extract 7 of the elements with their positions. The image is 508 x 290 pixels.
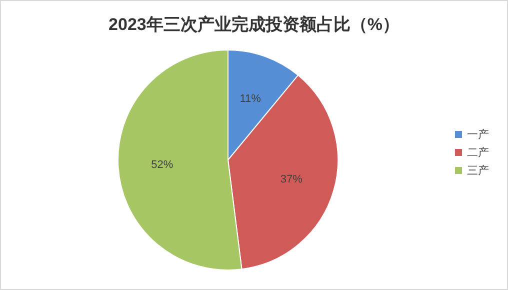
legend-label: 一产 — [467, 128, 489, 141]
data-label: 11% — [240, 92, 262, 105]
legend-label: 三产 — [467, 164, 489, 177]
chart-title: 2023年三次产业完成投资额占比（%） — [108, 15, 400, 34]
data-label: 37% — [280, 173, 303, 186]
data-label: 52% — [151, 159, 174, 172]
legend-label: 二产 — [467, 146, 489, 159]
